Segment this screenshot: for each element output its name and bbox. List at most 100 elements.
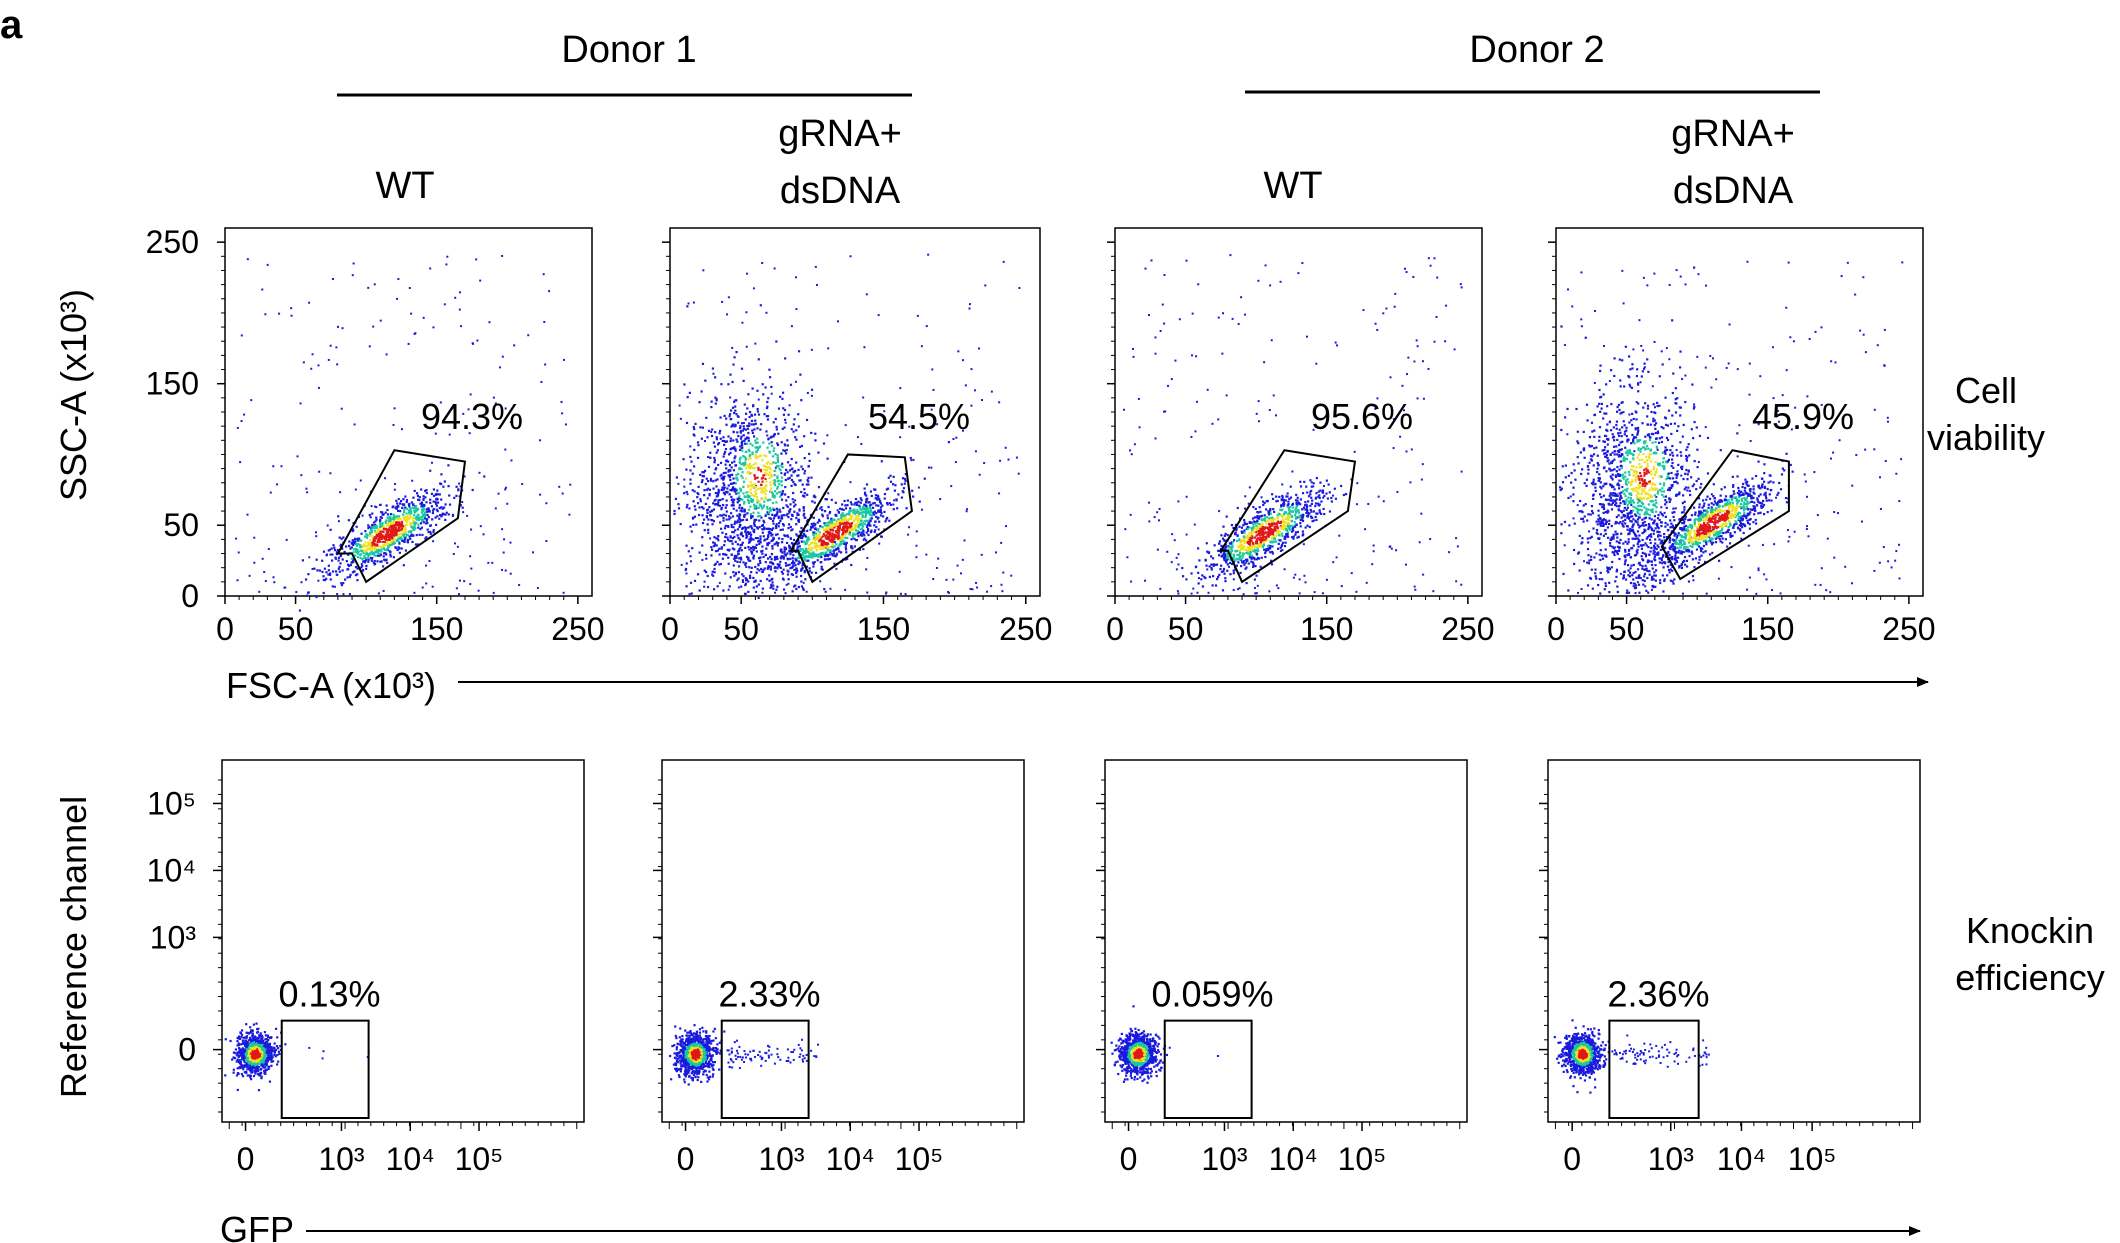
live-dot bbox=[360, 550, 364, 553]
live-dot bbox=[336, 548, 339, 552]
live-dot bbox=[800, 540, 803, 543]
event-dot bbox=[1166, 384, 1169, 387]
live-dot bbox=[833, 549, 836, 552]
event-dot bbox=[1153, 516, 1156, 519]
live-dot bbox=[1317, 504, 1320, 507]
debris-dot bbox=[733, 356, 736, 359]
row-1-label-line-1: Cell bbox=[1955, 370, 2017, 411]
live-dot bbox=[796, 547, 799, 550]
live-dot bbox=[420, 511, 423, 514]
event-dot bbox=[467, 408, 470, 411]
live-dot bbox=[863, 491, 867, 494]
debris-dot bbox=[768, 376, 772, 379]
event-dot bbox=[1144, 579, 1147, 582]
live-dot bbox=[1231, 541, 1235, 544]
debris-dot bbox=[799, 445, 802, 449]
event-dot bbox=[329, 472, 332, 475]
debris-dot bbox=[768, 442, 771, 445]
y-tick-label: 250 bbox=[146, 224, 199, 260]
debris-dot bbox=[747, 532, 751, 535]
debris-dot bbox=[768, 574, 771, 577]
debris-dot bbox=[737, 435, 740, 438]
debris-dot bbox=[722, 513, 725, 516]
event-dot bbox=[917, 486, 920, 489]
live-dot bbox=[423, 504, 426, 507]
debris-dot bbox=[771, 519, 775, 523]
live-dot bbox=[383, 558, 386, 561]
live-dot bbox=[1239, 551, 1242, 554]
debris-dot bbox=[749, 457, 752, 460]
event-dot bbox=[1298, 578, 1301, 581]
live-dot bbox=[1267, 511, 1270, 515]
live-dot bbox=[1299, 485, 1303, 488]
live-dot bbox=[1250, 533, 1254, 536]
debris-dot bbox=[802, 509, 805, 512]
debris-dot bbox=[732, 504, 735, 507]
live-dot bbox=[361, 544, 364, 547]
event-dot bbox=[1355, 590, 1358, 593]
live-dot bbox=[392, 535, 395, 538]
live-dot bbox=[395, 499, 398, 502]
live-dot bbox=[358, 539, 361, 542]
live-dot bbox=[783, 553, 786, 556]
live-dot bbox=[888, 519, 891, 522]
debris-dot bbox=[718, 547, 721, 550]
event-dot bbox=[462, 511, 465, 514]
debris-dot bbox=[751, 466, 754, 470]
debris-dot bbox=[766, 461, 770, 464]
live-dot bbox=[1265, 522, 1268, 525]
debris-dot bbox=[776, 511, 779, 515]
live-dot bbox=[349, 547, 352, 550]
event-dot bbox=[394, 483, 397, 486]
event-dot bbox=[960, 572, 963, 575]
live-dot bbox=[346, 576, 349, 579]
debris-dot bbox=[714, 544, 717, 547]
debris-dot bbox=[802, 588, 805, 591]
live-dot bbox=[1229, 551, 1232, 554]
live-dot bbox=[1270, 559, 1273, 562]
debris-dot bbox=[790, 474, 793, 477]
live-dot bbox=[835, 543, 838, 546]
live-dot bbox=[855, 511, 859, 514]
event-dot bbox=[329, 548, 332, 551]
live-dot bbox=[1252, 543, 1255, 546]
live-dot bbox=[902, 491, 905, 494]
live-dot bbox=[333, 546, 336, 549]
event-dot bbox=[396, 297, 399, 300]
live-dot bbox=[896, 507, 899, 510]
debris-dot bbox=[765, 485, 768, 488]
live-dot bbox=[378, 552, 381, 555]
debris-dot bbox=[781, 490, 785, 493]
live-dot bbox=[812, 565, 815, 568]
live-dot bbox=[1247, 541, 1250, 544]
live-dot bbox=[829, 545, 832, 548]
debris-dot bbox=[735, 350, 738, 354]
live-dot bbox=[373, 530, 377, 533]
debris-dot bbox=[720, 508, 723, 511]
live-dot bbox=[802, 551, 805, 554]
live-dot bbox=[863, 487, 866, 490]
event-dot bbox=[1433, 257, 1436, 260]
debris-dot bbox=[710, 405, 713, 409]
live-dot bbox=[831, 521, 834, 524]
event-dot bbox=[1195, 400, 1198, 403]
live-dot bbox=[373, 559, 376, 563]
live-dot bbox=[1286, 492, 1289, 495]
event-dot bbox=[1010, 574, 1013, 577]
live-dot bbox=[855, 503, 859, 507]
live-dot bbox=[1260, 538, 1263, 541]
live-dot bbox=[833, 534, 836, 537]
live-dot bbox=[370, 552, 373, 555]
live-dot bbox=[1270, 530, 1273, 533]
debris-dot bbox=[755, 550, 758, 553]
live-dot bbox=[1311, 516, 1314, 519]
live-dot bbox=[398, 521, 401, 524]
event-dot bbox=[815, 283, 818, 286]
event-dot bbox=[999, 459, 1002, 462]
live-dot bbox=[1304, 501, 1307, 504]
live-dot bbox=[383, 535, 386, 538]
live-dot bbox=[1296, 503, 1299, 506]
debris-dot bbox=[714, 376, 717, 379]
live-dot bbox=[800, 567, 803, 571]
live-dot bbox=[1306, 524, 1309, 527]
